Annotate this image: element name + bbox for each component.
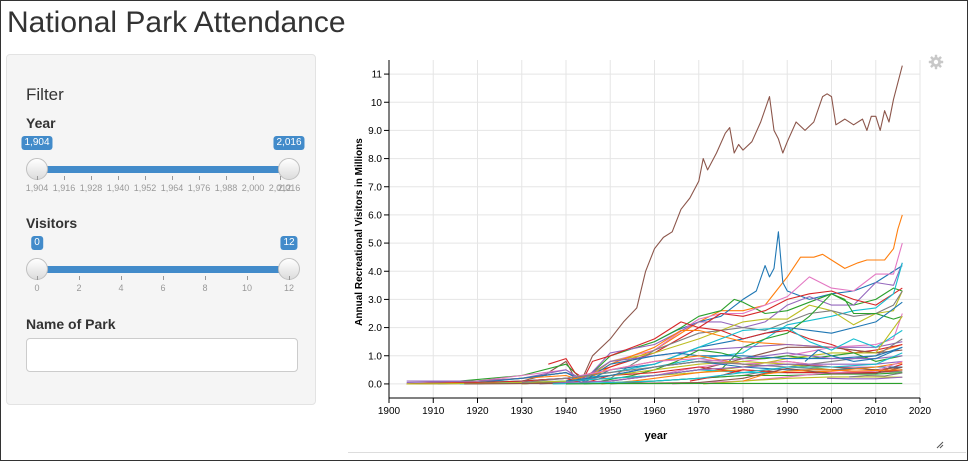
slider-tick (37, 176, 38, 180)
year-min-badge: 1,904 (21, 136, 53, 150)
slider-tick (37, 276, 38, 280)
panel-bottom-edge (348, 452, 966, 453)
slider-tick (226, 176, 227, 180)
slider-tick (199, 176, 200, 180)
slider-tick-label: 0 (34, 283, 40, 293)
slider-tick-label: 4 (118, 283, 124, 293)
page-title: National Park Attendance (7, 6, 346, 39)
year-range-slider[interactable]: 1,904 2,016 1,904 1,916 1,928 1,940 1,952 1,9… (21, 136, 305, 196)
park-name-label: Name of Park (26, 316, 116, 332)
slider-tick-label: 8 (202, 283, 208, 293)
slider-tick (280, 176, 281, 180)
slider-tick-label: 2,016 (277, 183, 301, 193)
slider-tick (118, 176, 119, 180)
slider-tick-label: 1,976 (187, 183, 211, 193)
slider-tick-label: 1,904 (25, 183, 49, 193)
visitors-slider-track[interactable] (37, 266, 289, 273)
slider-tick-label: 1,916 (52, 183, 76, 193)
slider-tick-label: 10 (241, 283, 253, 293)
slider-tick (163, 276, 164, 280)
slider-tick-label: 12 (283, 283, 295, 293)
slider-tick-label: 2,000 (241, 183, 265, 193)
slider-tick-label: 1,952 (133, 183, 157, 193)
park-name-input[interactable] (26, 338, 298, 372)
slider-tick (145, 176, 146, 180)
slider-tick-label: 1,964 (160, 183, 184, 193)
filter-panel: Filter Year 1,904 2,016 1,904 1,916 1,928 1… (6, 54, 316, 405)
year-max-badge: 2,016 (273, 136, 305, 150)
year-slider-ticks: 1,904 1,916 1,928 1,940 1,952 1,964 1,976 1,988… (26, 176, 300, 196)
slider-tick (121, 276, 122, 280)
slider-tick-label: 1,940 (106, 183, 130, 193)
year-label: Year (26, 115, 56, 131)
slider-tick (253, 176, 254, 180)
gear-icon[interactable] (928, 54, 944, 70)
visitors-slider-ticks: 0 2 4 6 8 10 12 (34, 276, 294, 296)
slider-tick-label: 6 (160, 283, 166, 293)
slider-tick (79, 276, 80, 280)
slider-tick (205, 276, 206, 280)
slider-tick (247, 276, 248, 280)
visitors-max-badge: 12 (280, 236, 298, 250)
slider-tick-label: 1,988 (214, 183, 238, 193)
resize-handle-icon[interactable] (934, 439, 944, 449)
year-slider-track[interactable] (37, 166, 289, 173)
filter-heading: Filter (26, 85, 64, 104)
visitors-min-badge: 0 (31, 236, 43, 250)
slider-tick (172, 176, 173, 180)
slider-tick (64, 176, 65, 180)
slider-tick (289, 276, 290, 280)
visitors-range-slider[interactable]: 0 12 0 2 4 6 8 10 12 (25, 236, 301, 296)
year-max-handle[interactable] (278, 158, 300, 180)
slider-tick (91, 176, 92, 180)
slider-tick-label: 2 (76, 283, 82, 293)
visitors-label: Visitors (26, 215, 78, 231)
slider-tick-label: 1,928 (79, 183, 103, 193)
slider-tick-label: 2,012 (268, 183, 292, 193)
